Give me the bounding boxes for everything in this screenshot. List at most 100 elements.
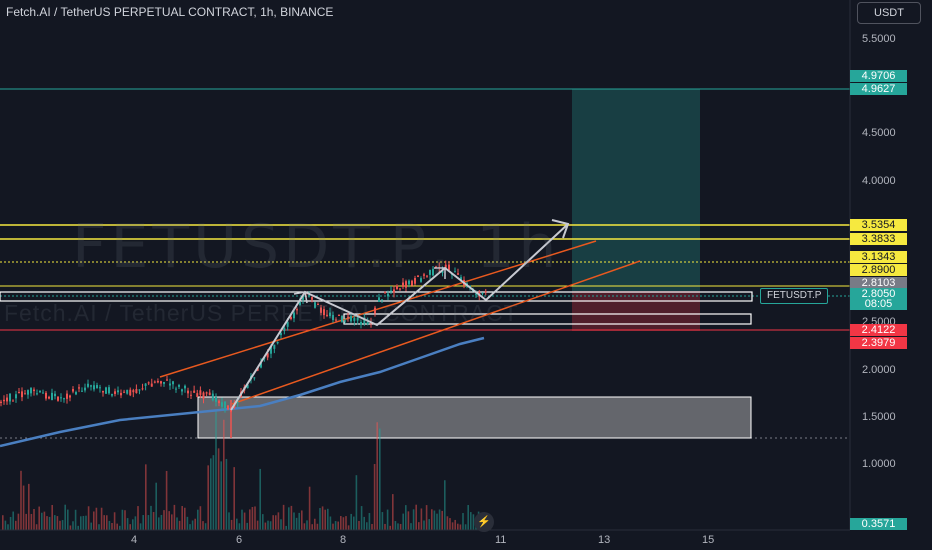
candle-body bbox=[273, 344, 276, 349]
volume-bar bbox=[311, 524, 313, 530]
volume-bar bbox=[173, 504, 176, 530]
lightning-icon[interactable]: ⚡ bbox=[474, 512, 494, 532]
candle-body bbox=[457, 273, 459, 275]
volume-bar bbox=[165, 470, 168, 530]
volume-bar bbox=[306, 520, 308, 530]
candle-body bbox=[460, 277, 462, 281]
candle-body bbox=[3, 399, 5, 402]
volume-bar bbox=[373, 464, 376, 530]
chart-title: Fetch.AI / TetherUS PERPETUAL CONTRACT, … bbox=[6, 5, 334, 19]
volume-bar bbox=[108, 520, 111, 530]
volume-bar bbox=[171, 514, 173, 530]
volume-bar bbox=[459, 524, 462, 530]
volume-bar bbox=[314, 518, 316, 530]
volume-bar bbox=[46, 516, 48, 530]
volume-bar bbox=[25, 513, 27, 530]
volume-bar bbox=[355, 475, 358, 530]
price-label: 2.8050 bbox=[850, 288, 907, 300]
volume-bar bbox=[264, 522, 267, 530]
currency-selector[interactable]: USDT bbox=[857, 2, 921, 24]
candle-body bbox=[78, 387, 80, 389]
candle-body bbox=[105, 387, 107, 394]
volume-bar bbox=[350, 513, 352, 530]
y-tick: 1.0000 bbox=[862, 458, 896, 470]
volume-bar bbox=[402, 513, 404, 530]
volume-bar bbox=[223, 419, 225, 530]
candle-body bbox=[429, 269, 431, 275]
candle-body bbox=[144, 383, 147, 386]
volume-bar bbox=[72, 521, 74, 530]
demand-zone bbox=[197, 396, 752, 439]
volume-bar bbox=[407, 511, 410, 530]
candle-body bbox=[102, 390, 104, 393]
candle-body bbox=[24, 393, 26, 395]
candle-body bbox=[475, 293, 477, 295]
volume-bar bbox=[256, 520, 259, 530]
arrow-head bbox=[434, 267, 446, 279]
volume-bar bbox=[230, 519, 233, 530]
volume-bar bbox=[194, 518, 196, 530]
volume-bar bbox=[467, 505, 469, 530]
candle-body bbox=[314, 302, 316, 308]
price-label: 4.9627 bbox=[850, 83, 907, 95]
candle-body bbox=[199, 390, 202, 395]
volume-bar bbox=[449, 518, 451, 530]
price-label: 2.8900 bbox=[850, 264, 907, 276]
candle-body bbox=[323, 309, 325, 316]
volume-bar bbox=[17, 513, 20, 530]
candle-body bbox=[51, 392, 53, 400]
volume-bar bbox=[28, 483, 30, 530]
candle-body bbox=[57, 396, 59, 401]
candle-body bbox=[353, 317, 356, 321]
candle-body bbox=[0, 401, 2, 403]
volume-bar bbox=[137, 506, 139, 530]
profit-zone bbox=[572, 89, 700, 291]
candle-body bbox=[156, 380, 159, 383]
candle-body bbox=[108, 387, 110, 394]
volume-bar bbox=[22, 485, 25, 530]
volume-bar bbox=[272, 515, 274, 530]
y-tick: 2.0000 bbox=[862, 364, 896, 376]
volume-bar bbox=[303, 523, 306, 530]
volume-bar bbox=[82, 515, 85, 530]
candle-body bbox=[332, 315, 334, 320]
volume-bar bbox=[176, 517, 178, 530]
candle-body bbox=[399, 288, 401, 290]
volume-bar bbox=[155, 482, 157, 530]
candle-body bbox=[320, 307, 322, 313]
volume-bar bbox=[111, 522, 113, 530]
candle-body bbox=[63, 398, 65, 400]
y-tick: 4.5000 bbox=[862, 127, 896, 139]
candle-body bbox=[408, 280, 410, 285]
candle-body bbox=[308, 295, 310, 297]
volume-bar bbox=[186, 516, 189, 530]
volume-bar bbox=[106, 515, 108, 530]
candle-body bbox=[435, 266, 437, 268]
volume-bar bbox=[184, 507, 186, 530]
volume-bar bbox=[337, 521, 339, 530]
channel-line bbox=[231, 260, 641, 405]
volume-bar bbox=[228, 512, 230, 530]
volume-bar bbox=[100, 507, 103, 530]
candle-body bbox=[129, 389, 132, 396]
candle-body bbox=[390, 290, 392, 292]
volume-bar bbox=[116, 523, 118, 530]
volume-bar bbox=[95, 507, 98, 530]
volume-bar bbox=[87, 506, 90, 530]
candle-body bbox=[317, 303, 319, 305]
volume-bar bbox=[15, 520, 17, 530]
volume-bar bbox=[431, 509, 433, 530]
volume-bar bbox=[103, 515, 105, 530]
volume-bar bbox=[56, 516, 59, 530]
candle-body bbox=[350, 316, 352, 322]
candle-body bbox=[246, 384, 249, 389]
volume-bar bbox=[254, 506, 256, 530]
x-tick: 6 bbox=[236, 534, 243, 546]
candle-body bbox=[296, 309, 298, 311]
volume-bar bbox=[379, 428, 381, 530]
volume-bar bbox=[277, 512, 280, 530]
candle-body bbox=[36, 393, 38, 395]
volume-bar bbox=[267, 520, 269, 530]
volume-bar bbox=[262, 514, 264, 530]
